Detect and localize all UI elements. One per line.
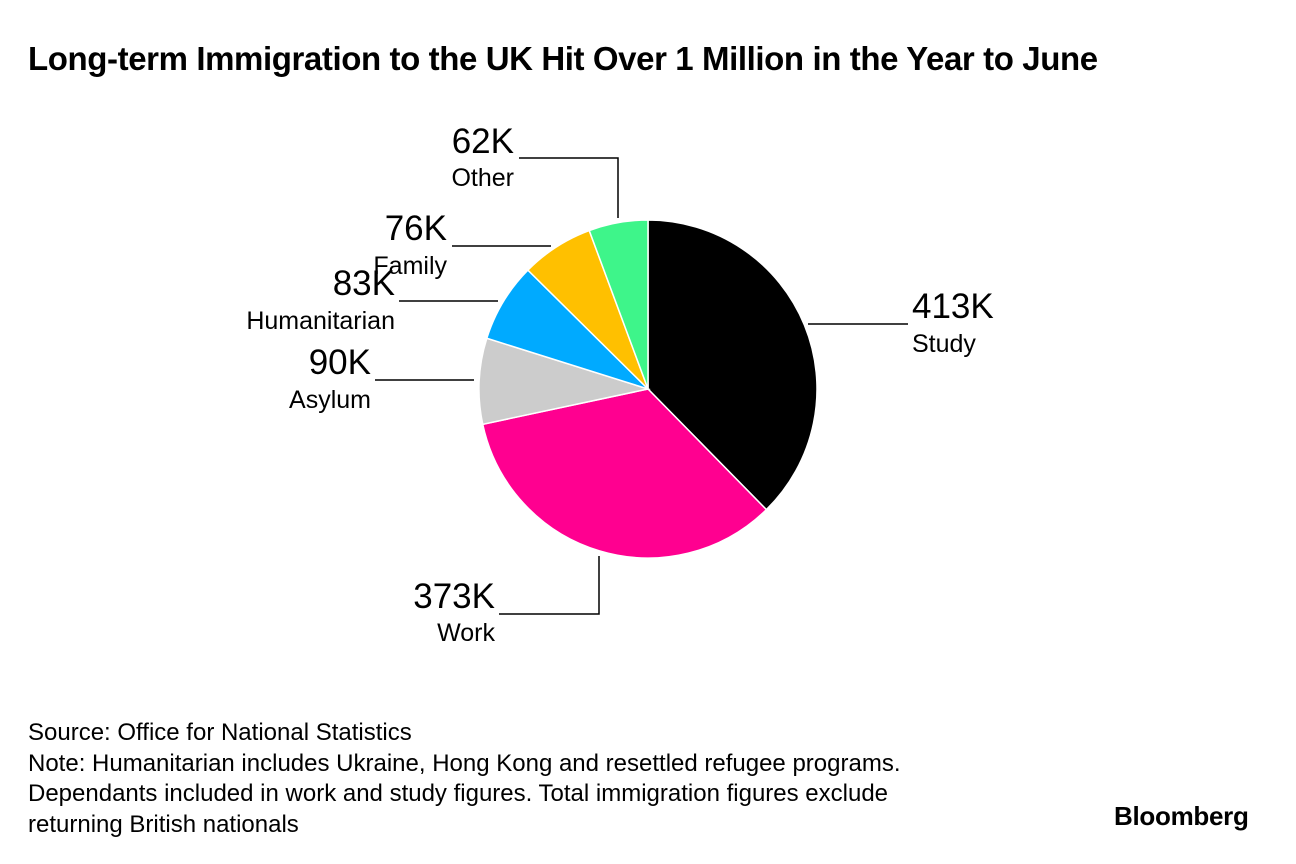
note-line-2: Dependants included in work and study fi… — [28, 780, 889, 807]
note-line-3: returning British nationals — [28, 810, 299, 838]
leader-line-work — [499, 556, 600, 615]
leader-line-other — [519, 157, 619, 218]
source-note: Source: Office for National Statistics — [28, 719, 412, 746]
value-label-family: 76K — [385, 209, 447, 248]
category-label-asylum: Asylum — [289, 386, 371, 414]
value-label-asylum: 90K — [309, 343, 371, 382]
chart-footer: Source: Office for National Statistics N… — [28, 718, 900, 840]
category-label-study: Study — [912, 330, 976, 358]
pie-chart: 413K Study 373K Work 90K Asylum 83K Humanitaria… — [246, 122, 994, 647]
pie-slice-work — [481, 388, 768, 559]
chart-title: Long-term Immigration to the UK Hit Over… — [28, 40, 1098, 77]
category-label-work: Work — [437, 619, 495, 647]
value-label-work: 373K — [413, 577, 495, 616]
bloomberg-logo: Bloomberg — [1114, 801, 1249, 831]
note-line-1: Note: Humanitarian includes Ukraine, Hon… — [28, 749, 901, 777]
category-label-humanitarian: Humanitarian — [246, 307, 395, 335]
pie-slice-asylum — [478, 337, 651, 426]
value-label-study: 413K — [912, 287, 994, 326]
category-label-family: Family — [373, 252, 447, 280]
pie-slice-study — [647, 219, 818, 511]
category-label-other: Other — [451, 164, 514, 192]
value-label-other: 62K — [452, 122, 514, 161]
pie-slice-other — [588, 219, 649, 390]
value-label-humanitarian: 83K — [333, 264, 395, 303]
